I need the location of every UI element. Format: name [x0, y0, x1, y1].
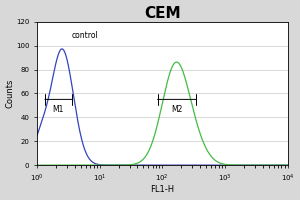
Y-axis label: Counts: Counts [6, 79, 15, 108]
Text: M2: M2 [171, 105, 182, 114]
Text: M1: M1 [53, 105, 64, 114]
X-axis label: FL1-H: FL1-H [150, 185, 174, 194]
Title: CEM: CEM [144, 6, 181, 21]
Text: control: control [71, 31, 98, 40]
